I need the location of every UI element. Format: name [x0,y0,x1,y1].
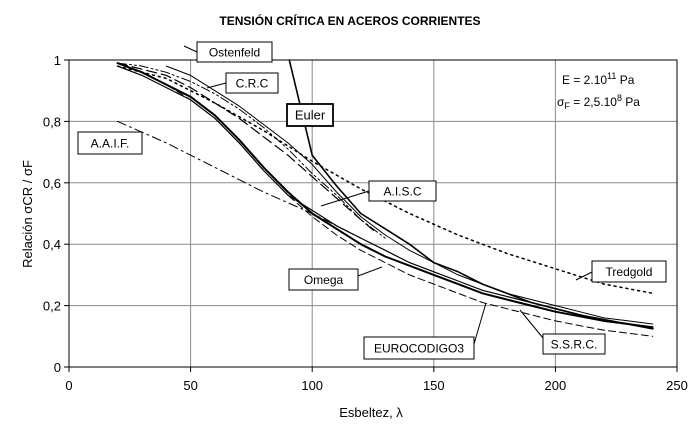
y-tick-label: 0,6 [43,176,61,191]
series-label-euler: Euler [295,108,326,123]
callout-leader-c-r-c [206,82,227,89]
series-label-a-i-s-c: A.I.S.C [383,184,421,198]
callout-leader-ostenfeld [183,45,198,53]
callout-leader-a-i-s-c [320,190,370,207]
axes [68,59,678,368]
series-label-c-r-c: C.R.C [236,76,269,90]
callout-box-ostenfeld [196,41,273,63]
x-tick-label: 100 [301,378,323,393]
series-callouts: Euler Ostenfeld C.R.C A.A.I.F. A.I.S.C Tredgo… [77,41,667,360]
ticks: 0 50 100 150 200 250 0 0,2 0,4 0,6 0,8 1 [43,53,688,393]
y-axis-label: Relación σCR / σF [20,160,35,268]
callout-box-a-a-i-f [77,131,143,155]
callout-box-omega [288,268,359,291]
info-s-prefix: = 2,5.10 [570,95,617,109]
y-tick-label: 1 [54,53,61,68]
callout-leader-tredgold [575,271,593,281]
callout-box-a-i-s-c [368,180,437,202]
series-c-r-c-line [117,62,386,239]
x-tick-label: 50 [183,378,197,393]
x-tick-label: 150 [423,378,445,393]
callout-box-euler [286,103,334,127]
info-e-prefix: E = 2.10 [562,73,607,87]
series-label-ostenfeld: Ostenfeld [209,45,260,59]
series-a-i-s-c-line [117,62,376,233]
series-label-omega: Omega [304,273,344,287]
x-tick-label: 200 [545,378,567,393]
y-tick-label: 0,4 [43,237,61,252]
info-s-sub: F [564,101,570,111]
callout-box-s-s-r-c [542,333,606,355]
info-e: E = 2.1011 Pa [562,71,635,87]
y-tick-label: 0,2 [43,299,61,314]
series-label-eurocodigo3: EUROCODIGO3 [374,341,464,355]
info-s-exp: 8 [617,93,622,103]
info-e-exp: 11 [607,71,616,81]
info-s: σF = 2,5.108 Pa [557,93,640,111]
series-eurocodigo3-line [116,62,654,330]
series-s-s-r-c-line [117,62,654,337]
series-label-a-a-i-f: A.A.I.F. [91,136,130,150]
x-axis-label: Esbeltez, λ [339,405,403,420]
series-ostenfeld-line [165,65,654,325]
info-box: E = 2.1011 Pa σF = 2,5.108 Pa [557,71,640,111]
y-tick-label: 0 [54,360,61,375]
callout-box-c-r-c [225,72,279,94]
chart-title: TENSIÓN CRÍTICA EN ACEROS CORRIENTES [219,13,480,28]
plot-frame [68,59,678,368]
callout-box-eurocodigo3 [363,336,475,360]
series-label-s-s-r-c: S.S.R.C. [551,337,598,351]
series-label-tredgold: Tredgold [606,265,653,279]
y-tick-label: 0,8 [43,114,61,129]
callout-box-tredgold [591,260,667,283]
callout-leader-omega [357,266,383,277]
info-e-unit: Pa [616,73,634,87]
info-s-symbol: σ [557,95,565,109]
callout-leader-eurocodigo3 [473,302,487,345]
x-tick-label: 0 [65,378,72,393]
info-s-unit: Pa [622,95,640,109]
callout-leader-s-s-r-c [519,309,544,339]
x-tick-label: 250 [666,378,688,393]
